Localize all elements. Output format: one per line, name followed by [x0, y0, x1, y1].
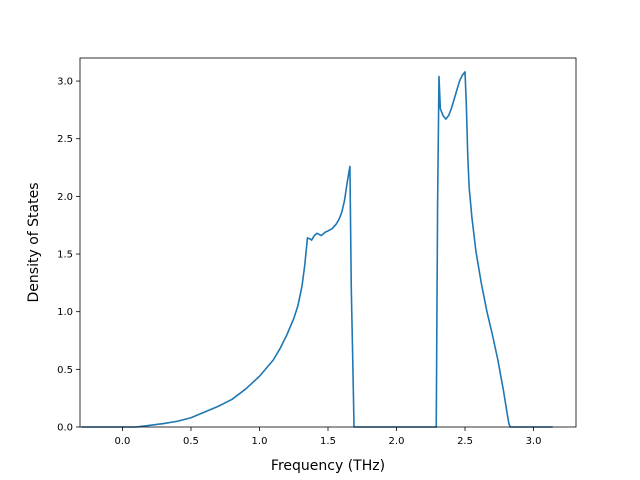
- x-tick-label: 0.0: [115, 436, 131, 447]
- y-tick-label: 2.5: [57, 134, 73, 145]
- x-tick-label: 0.5: [183, 436, 199, 447]
- y-tick-label: 1.5: [57, 250, 73, 261]
- x-axis-title: Frequency (THz): [271, 458, 385, 474]
- y-tick-label: 1.0: [57, 307, 73, 318]
- x-axis-ticks: 0.0 0.5 1.0 1.5 2.0 2.5 3.0: [115, 427, 542, 447]
- x-tick-label: 3.0: [526, 436, 542, 447]
- plot-line-layer: [81, 71, 553, 428]
- x-tick-label: 1.5: [320, 436, 336, 447]
- y-tick-label: 2.0: [57, 192, 73, 203]
- dos-series-line: [81, 71, 553, 428]
- y-axis-ticks: 0.0 0.5 1.0 1.5 2.0 2.5 3.0: [57, 77, 80, 434]
- y-axis-title: Density of States: [26, 183, 42, 303]
- y-tick-label: 3.0: [57, 77, 73, 88]
- y-tick-label: 0.5: [57, 365, 73, 376]
- x-tick-label: 2.0: [389, 436, 405, 447]
- y-tick-label: 0.0: [57, 423, 73, 434]
- x-tick-label: 2.5: [457, 436, 473, 447]
- x-tick-label: 1.0: [252, 436, 268, 447]
